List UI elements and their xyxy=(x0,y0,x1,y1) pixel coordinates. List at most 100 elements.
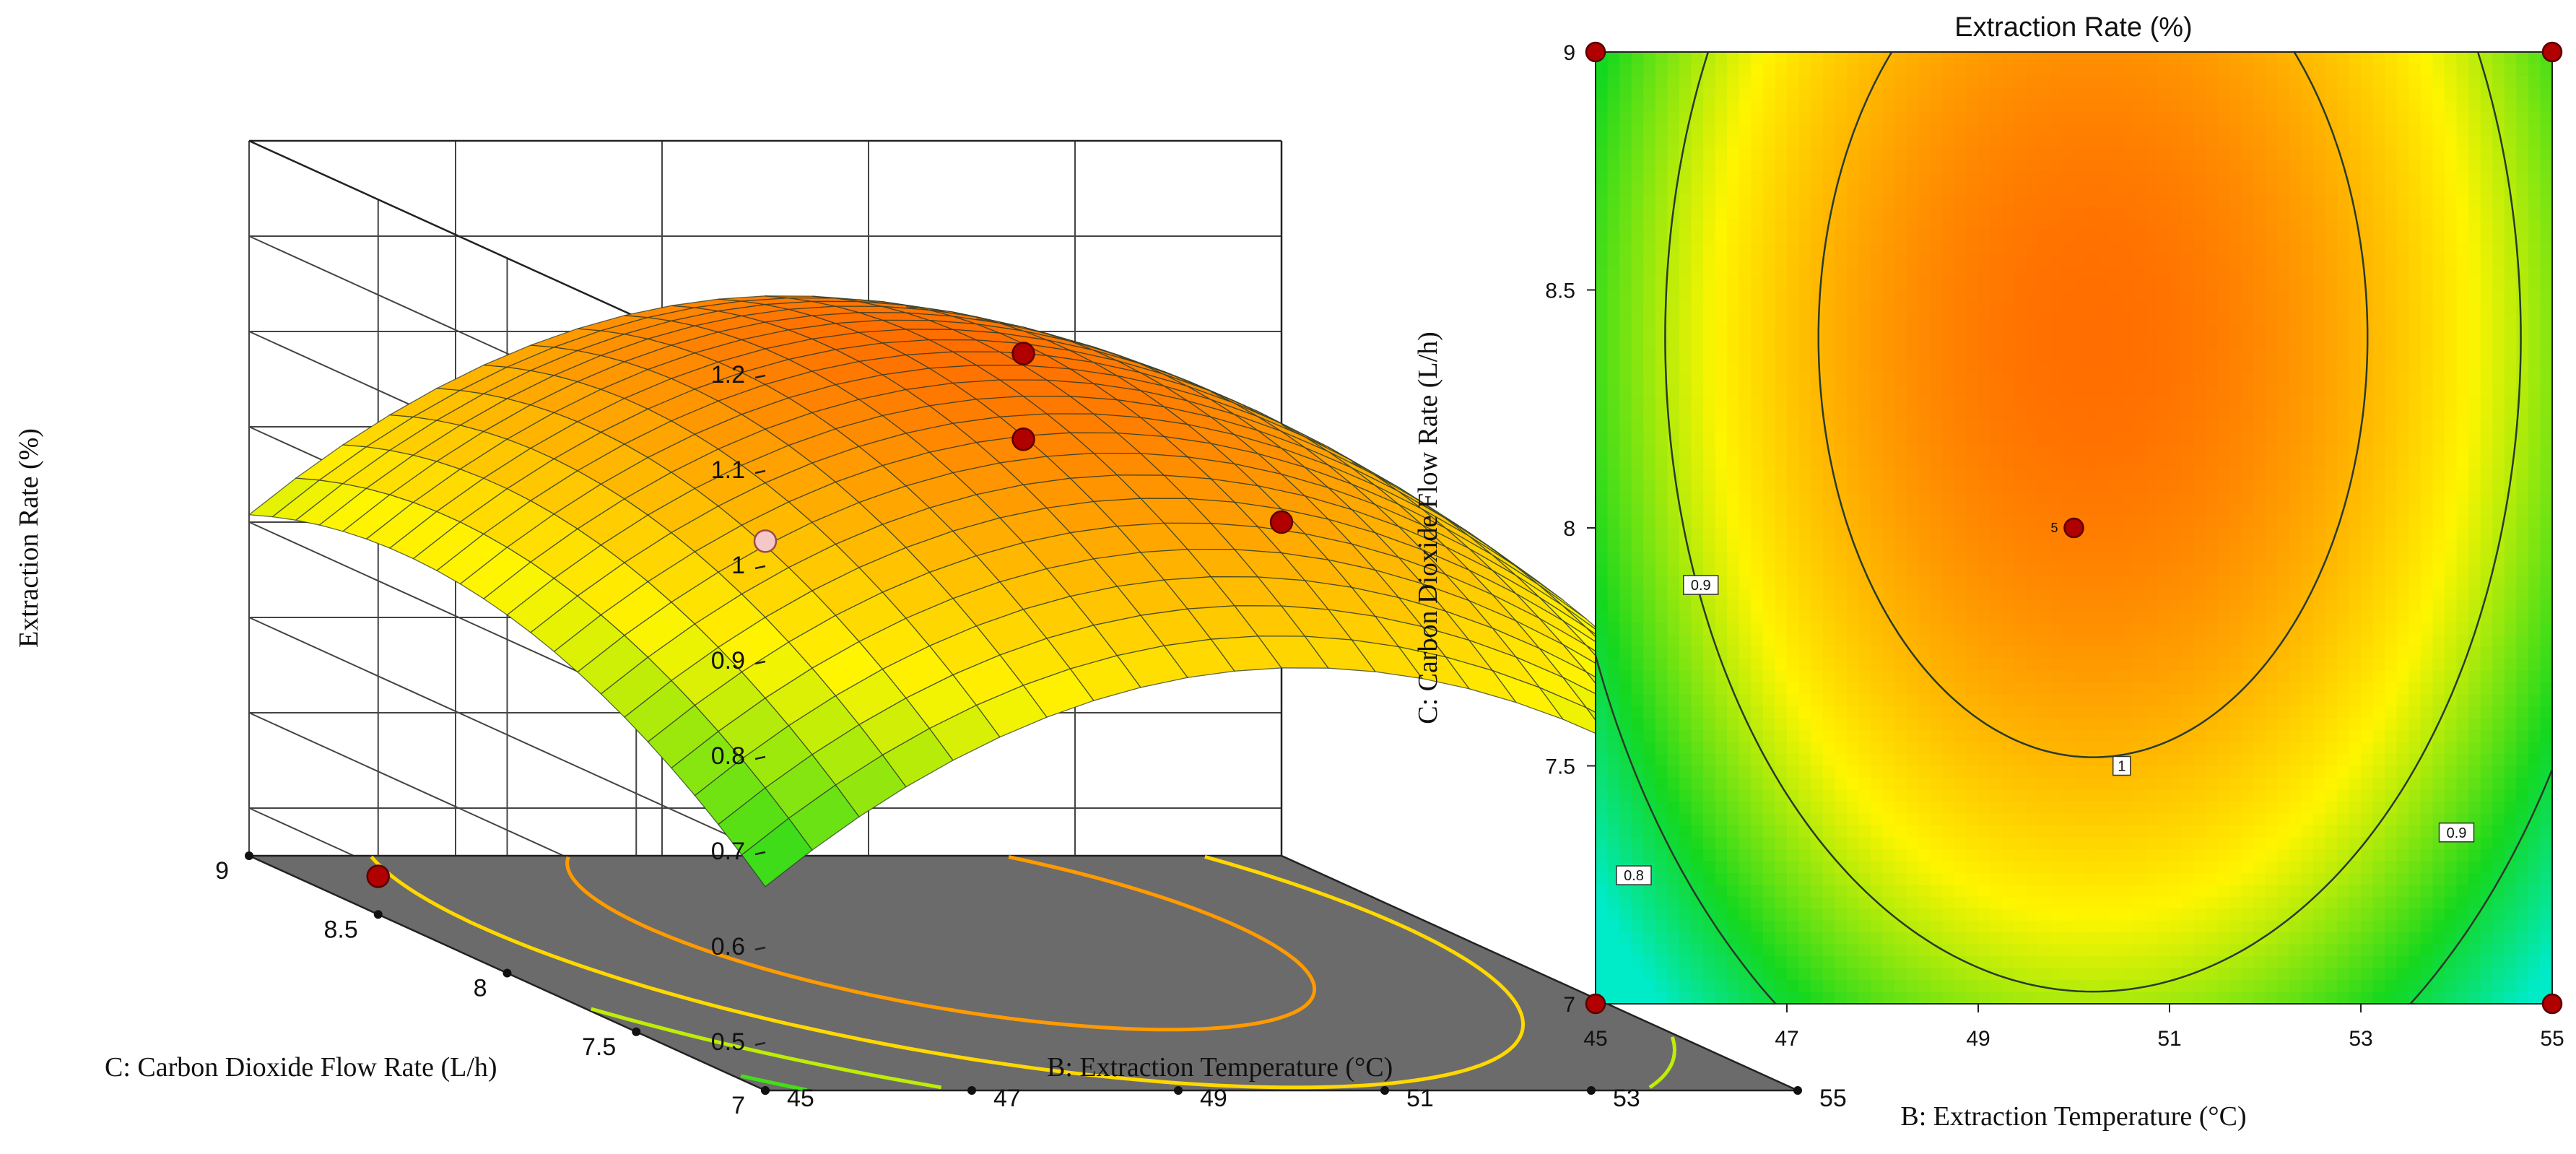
heatmap-cell xyxy=(2170,64,2183,76)
heatmap-cell xyxy=(1835,373,1848,386)
heatmap-cell xyxy=(2193,350,2206,362)
heatmap-cell xyxy=(2122,695,2135,707)
heatmap-cell xyxy=(2122,611,2135,623)
heatmap-cell xyxy=(1942,266,1955,279)
heatmap-cell xyxy=(1739,599,1752,612)
heatmap-cell xyxy=(2038,350,2051,362)
heatmap-cell xyxy=(2026,623,2039,635)
heatmap-cell xyxy=(2133,361,2146,373)
heatmap-cell xyxy=(1918,885,1931,897)
heatmap-cell xyxy=(1966,385,1979,397)
heatmap-cell xyxy=(2206,266,2219,279)
heatmap-cell xyxy=(1715,908,1728,921)
heatmap-cell xyxy=(1608,825,1621,838)
heatmap-cell xyxy=(2110,207,2123,219)
heatmap-cell xyxy=(1619,195,1632,207)
heatmap-cell xyxy=(1978,528,1991,540)
heatmap-cell xyxy=(2146,87,2159,100)
heatmap-cell xyxy=(2206,195,2219,207)
heatmap-cell xyxy=(2206,671,2219,683)
heatmap-cell xyxy=(1703,326,1716,338)
heatmap-cell xyxy=(1643,123,1656,136)
heatmap-cell xyxy=(1632,635,1645,647)
heatmap-cell xyxy=(1739,659,1752,671)
heatmap-cell xyxy=(1692,111,1705,123)
heatmap-cell xyxy=(1596,480,1609,493)
heatmap-cell xyxy=(1942,956,1955,968)
heatmap-cell xyxy=(1931,195,1944,207)
heatmap-cell xyxy=(2206,516,2219,529)
heatmap-cell xyxy=(1632,230,1645,243)
heatmap-cell xyxy=(1871,135,1884,147)
heatmap-cell xyxy=(1751,350,1764,362)
heatmap-cell xyxy=(1655,671,1668,683)
heatmap-cell xyxy=(1966,87,1979,100)
heatmap-cell xyxy=(1608,350,1621,362)
heatmap-cell xyxy=(1596,968,1609,981)
heatmap-cell xyxy=(1751,778,1764,790)
heatmap-cell xyxy=(1775,409,1788,421)
heatmap-cell xyxy=(1692,52,1705,64)
heatmap-cell xyxy=(1608,766,1621,778)
heatmap-cell xyxy=(2133,528,2146,540)
heatmap-cell xyxy=(1751,885,1764,897)
heatmap-cell xyxy=(2193,528,2206,540)
heatmap-cell xyxy=(2038,789,2051,802)
heatmap-cell xyxy=(2026,802,2039,814)
heatmap-cell xyxy=(2182,469,2195,481)
heatmap-cell xyxy=(1894,587,1907,599)
heatmap-cell xyxy=(2241,956,2254,968)
heatmap-cell xyxy=(2157,539,2170,552)
heatmap-cell xyxy=(1655,207,1668,219)
heatmap-cell xyxy=(1918,837,1931,849)
heatmap-cell xyxy=(2062,766,2075,778)
heatmap-cell xyxy=(1632,730,1645,742)
heatmap-cell xyxy=(1894,147,1907,160)
heatmap-cell xyxy=(1775,539,1788,552)
heatmap-cell xyxy=(1679,778,1692,790)
heatmap-cell xyxy=(2038,100,2051,112)
heatmap-cell xyxy=(1858,516,1871,529)
heatmap-cell xyxy=(1655,409,1668,421)
heatmap-cell xyxy=(1907,980,1920,992)
heatmap-cell xyxy=(1775,326,1788,338)
heatmap-cell xyxy=(2110,659,2123,671)
heatmap-cell xyxy=(1632,409,1645,421)
heatmap-cell xyxy=(2157,469,2170,481)
heatmap-cell xyxy=(2014,968,2027,981)
heatmap-cell xyxy=(1858,266,1871,279)
heatmap-cell xyxy=(2014,266,2027,279)
heatmap-cell xyxy=(2157,671,2170,683)
heatmap-cell xyxy=(2098,64,2111,76)
heatmap-cell xyxy=(1811,445,1824,457)
heatmap-cell xyxy=(2098,361,2111,373)
heatmap-cell xyxy=(2122,539,2135,552)
heatmap-cell xyxy=(2062,576,2075,588)
heatmap-cell xyxy=(2014,659,2027,671)
heatmap-cell xyxy=(1990,111,2003,123)
heatmap-cell xyxy=(2098,207,2111,219)
heatmap-cell xyxy=(1643,195,1656,207)
heatmap-cell xyxy=(2133,100,2146,112)
heatmap-cell xyxy=(1775,682,1788,695)
heatmap-cell xyxy=(2074,659,2087,671)
heatmap-cell xyxy=(2122,516,2135,529)
heatmap-cell xyxy=(2157,421,2170,433)
heatmap-cell xyxy=(2050,421,2063,433)
heatmap-cell xyxy=(1942,385,1955,397)
heatmap-cell xyxy=(1619,992,1632,1005)
heatmap-cell xyxy=(2038,754,2051,766)
heatmap-cell xyxy=(2086,563,2099,576)
heatmap-cell xyxy=(2002,504,2015,516)
heatmap-cell xyxy=(1596,539,1609,552)
heatmap-cell xyxy=(1715,243,1728,255)
heatmap-cell xyxy=(1775,397,1788,409)
heatmap-cell xyxy=(2050,433,2063,445)
heatmap-cell xyxy=(1858,76,1871,88)
heatmap-cell xyxy=(2098,123,2111,136)
heatmap-cell xyxy=(2133,373,2146,386)
heatmap-cell xyxy=(1632,719,1645,731)
heatmap-cell xyxy=(1966,945,1979,957)
heatmap-cell xyxy=(1847,695,1860,707)
heatmap-cell xyxy=(2074,825,2087,838)
